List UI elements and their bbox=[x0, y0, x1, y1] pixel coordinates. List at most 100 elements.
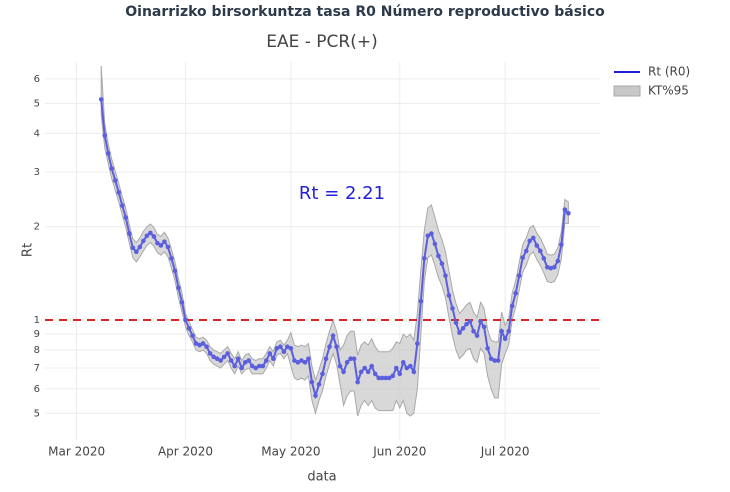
x-tick-label: Mar 2020 bbox=[48, 445, 105, 459]
point bbox=[327, 344, 332, 350]
point bbox=[334, 344, 339, 350]
point bbox=[464, 321, 469, 327]
point bbox=[478, 319, 483, 324]
point bbox=[566, 210, 571, 216]
point bbox=[341, 369, 346, 375]
x-tick-label: Jul 2020 bbox=[480, 445, 530, 459]
y-tick-label: 3 bbox=[34, 167, 40, 178]
point bbox=[151, 234, 157, 239]
point bbox=[292, 358, 297, 363]
point bbox=[263, 358, 269, 363]
point bbox=[499, 328, 504, 334]
point bbox=[137, 244, 143, 250]
legend-label: KT%95 bbox=[648, 84, 689, 98]
point bbox=[218, 358, 223, 363]
point bbox=[446, 293, 452, 298]
point bbox=[313, 393, 318, 398]
point bbox=[351, 356, 357, 362]
point bbox=[285, 344, 290, 350]
point bbox=[309, 379, 315, 385]
legend-swatch bbox=[613, 85, 641, 97]
point bbox=[506, 328, 511, 334]
point bbox=[436, 253, 441, 259]
chart-subtitle: EAE - PCR(+) bbox=[266, 32, 378, 52]
point bbox=[485, 346, 490, 351]
x-tick-label: Apr 2020 bbox=[158, 445, 213, 459]
point bbox=[408, 363, 413, 369]
point bbox=[190, 333, 195, 338]
point bbox=[183, 317, 188, 323]
point bbox=[495, 358, 501, 363]
y-tick-label: 5 bbox=[34, 408, 40, 419]
point bbox=[541, 256, 547, 261]
point bbox=[144, 233, 150, 239]
point bbox=[552, 264, 557, 270]
point bbox=[112, 178, 118, 183]
point bbox=[523, 248, 529, 254]
point bbox=[400, 360, 406, 365]
y-axis-label: Rt bbox=[21, 243, 36, 257]
point bbox=[228, 358, 234, 363]
point bbox=[397, 371, 403, 377]
point bbox=[116, 190, 122, 195]
point bbox=[411, 369, 417, 375]
point bbox=[404, 365, 410, 371]
point bbox=[537, 248, 543, 254]
point bbox=[422, 256, 427, 261]
point bbox=[439, 261, 445, 266]
y-tick-label: 1 bbox=[34, 315, 40, 326]
point bbox=[415, 341, 420, 346]
point bbox=[242, 360, 248, 365]
point bbox=[232, 363, 237, 369]
point bbox=[516, 273, 522, 278]
point bbox=[429, 231, 434, 236]
point bbox=[457, 330, 462, 335]
y-tick-label: 4 bbox=[34, 128, 40, 139]
point bbox=[302, 360, 308, 365]
point bbox=[559, 242, 564, 247]
point bbox=[102, 133, 108, 138]
confidence-band bbox=[100, 65, 569, 417]
y-tick-label: 2 bbox=[34, 222, 40, 233]
point bbox=[379, 375, 385, 381]
point bbox=[330, 333, 336, 338]
point bbox=[256, 363, 262, 369]
point bbox=[306, 356, 311, 362]
point bbox=[372, 371, 378, 377]
point bbox=[502, 336, 508, 342]
x-axis-label: data bbox=[307, 470, 336, 485]
point bbox=[155, 240, 160, 246]
point bbox=[555, 258, 561, 264]
point bbox=[105, 151, 111, 156]
x-tick-label: Jun 2020 bbox=[372, 445, 426, 459]
point bbox=[211, 354, 216, 360]
point bbox=[141, 238, 146, 244]
point bbox=[172, 268, 178, 274]
point bbox=[386, 375, 392, 381]
point bbox=[527, 238, 533, 244]
point bbox=[348, 356, 353, 362]
point bbox=[418, 298, 424, 304]
point bbox=[239, 365, 245, 371]
chart-title: Oinarrizko birsorkuntza tasa R0 Número r… bbox=[125, 4, 605, 20]
point bbox=[369, 363, 374, 369]
point bbox=[344, 360, 350, 365]
point bbox=[148, 230, 153, 236]
point bbox=[200, 341, 206, 346]
point bbox=[393, 365, 399, 371]
point bbox=[316, 382, 322, 387]
point bbox=[158, 243, 164, 248]
y-tick-label: 6 bbox=[34, 384, 40, 395]
point bbox=[513, 290, 518, 296]
grid bbox=[45, 62, 600, 440]
y-tick-label: 9 bbox=[34, 329, 40, 340]
y-tick-label: 5 bbox=[34, 98, 40, 109]
legend-label: Rt (R0) bbox=[648, 65, 690, 79]
point bbox=[214, 356, 220, 362]
point bbox=[362, 365, 367, 371]
point bbox=[467, 319, 473, 324]
point bbox=[109, 166, 115, 171]
point bbox=[207, 351, 213, 356]
point bbox=[509, 303, 515, 309]
point bbox=[562, 207, 568, 212]
